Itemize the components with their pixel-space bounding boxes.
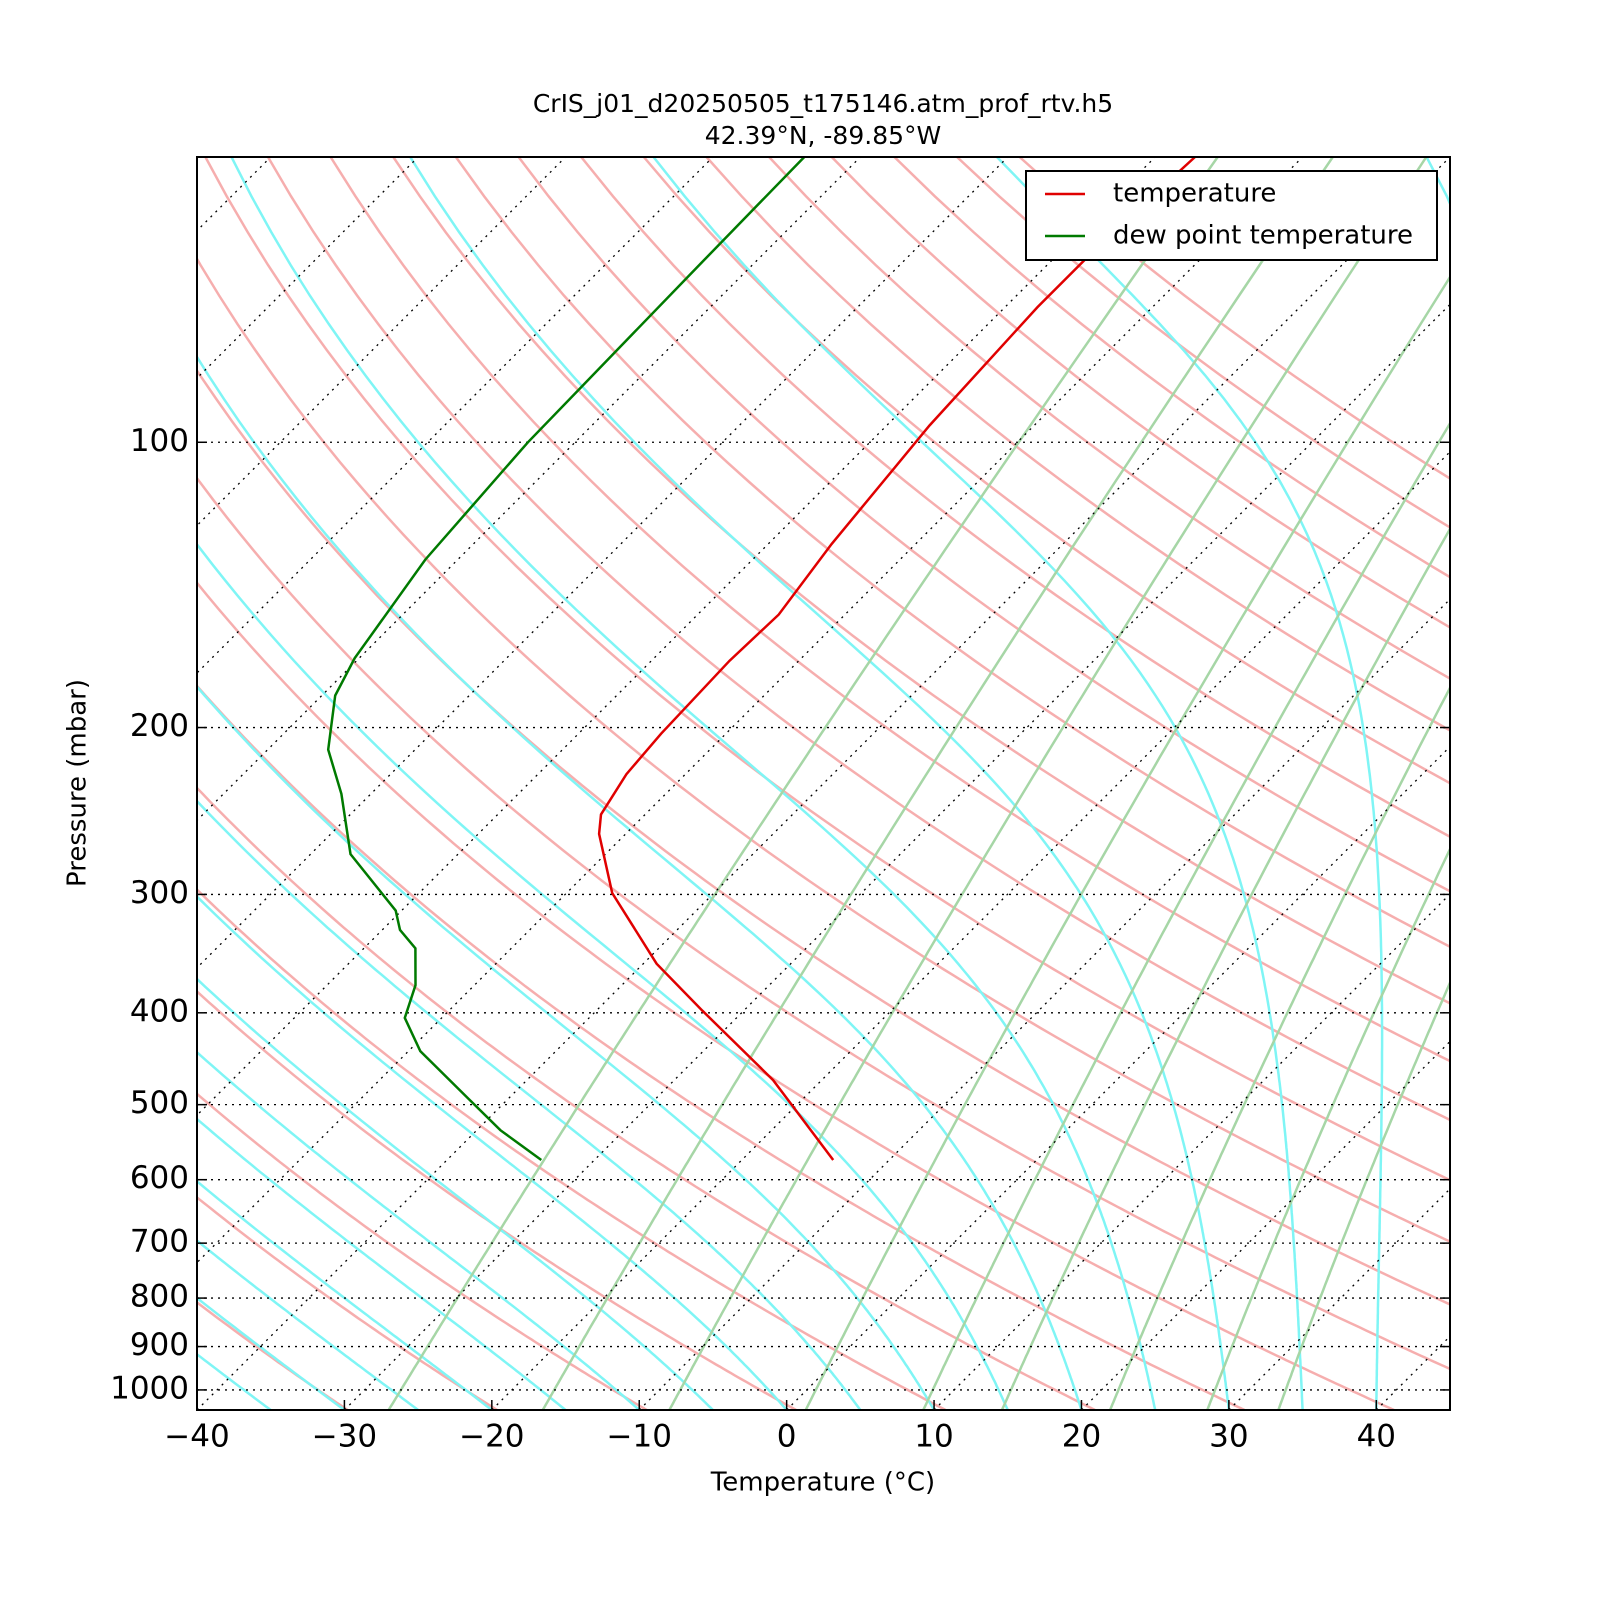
mixing-line xyxy=(804,274,1450,1410)
y-tick-label: 300 xyxy=(130,875,189,911)
x-tick-label: 10 xyxy=(914,1419,953,1455)
grid-line xyxy=(343,303,1450,1410)
dry-adiabat xyxy=(197,580,1395,1410)
mixing-line xyxy=(1108,685,1450,1410)
dry-adiabat xyxy=(266,157,1450,1122)
grid-line xyxy=(933,893,1450,1410)
x-tick-label: 20 xyxy=(1062,1419,1101,1455)
moist-adiabat xyxy=(197,1050,641,1410)
moist-adiabat xyxy=(197,894,788,1410)
mixing-line xyxy=(1206,846,1450,1410)
dry-adiabat xyxy=(642,157,1450,785)
legend-label: temperature xyxy=(1113,179,1276,209)
dry-adiabat xyxy=(392,157,1450,1005)
moist-adiabat xyxy=(652,157,1304,1410)
mixing-line xyxy=(668,157,1428,1410)
moist-adiabat xyxy=(197,684,936,1410)
y-tick-label: 200 xyxy=(130,708,189,744)
y-tick-label: 400 xyxy=(130,993,189,1029)
dry-adiabat xyxy=(197,1092,648,1410)
grid-line xyxy=(197,157,1450,1410)
background-lines xyxy=(197,157,1450,1410)
dry-adiabat xyxy=(517,157,1450,893)
moist-adiabat xyxy=(197,1296,346,1410)
grid-line xyxy=(1228,1187,1450,1410)
dry-adiabat xyxy=(197,256,1450,1243)
dry-adiabat xyxy=(197,887,947,1410)
profile-line xyxy=(597,157,1196,1161)
plot-frame xyxy=(196,156,1451,1411)
y-tick-label: 700 xyxy=(130,1224,189,1260)
dry-adiabat xyxy=(197,1300,349,1410)
y-axis-label: Pressure (mbar) xyxy=(63,679,93,887)
chart-title: CrIS_j01_d20250505_t175146.atm_prof_rtv.… xyxy=(533,89,1113,118)
grid-line xyxy=(1081,1040,1450,1410)
dry-adiabat xyxy=(197,476,1450,1371)
dry-adiabat xyxy=(197,989,797,1410)
y-tick-label: 900 xyxy=(130,1327,189,1363)
dry-adiabat xyxy=(454,157,1450,949)
chart-subtitle: 42.39°N, -89.85°W xyxy=(705,121,941,150)
moist-adiabat xyxy=(197,799,862,1410)
legend-label: dew point temperature xyxy=(1113,221,1413,251)
x-tick-label: 0 xyxy=(777,1419,797,1455)
x-tick-label: −40 xyxy=(164,1419,229,1455)
grid-line xyxy=(491,450,1450,1410)
dry-adiabat xyxy=(197,1195,498,1410)
legend: temperature dew point temperature xyxy=(1025,170,1438,261)
dry-adiabat xyxy=(197,684,1246,1410)
x-tick-label: −20 xyxy=(459,1419,524,1455)
grid-line xyxy=(786,745,1450,1410)
y-tick-label: 600 xyxy=(130,1160,189,1196)
moist-adiabat xyxy=(409,157,1231,1410)
data-lines xyxy=(326,157,1196,1162)
moist-adiabat xyxy=(197,542,1009,1410)
x-tick-label: 40 xyxy=(1357,1419,1396,1455)
mixing-line xyxy=(1277,979,1450,1410)
profile-line xyxy=(326,157,806,1162)
legend-box xyxy=(1025,170,1438,261)
dry-adiabat xyxy=(580,157,1450,839)
moist-adiabat xyxy=(197,977,714,1410)
y-tick-label: 800 xyxy=(130,1279,189,1315)
moist-adiabat xyxy=(197,354,1083,1410)
dry-adiabat xyxy=(204,157,1450,1182)
grid-line xyxy=(638,598,1450,1410)
x-tick-label: −30 xyxy=(312,1419,377,1455)
x-tick-label: −10 xyxy=(607,1419,672,1455)
mixing-line xyxy=(1000,526,1450,1410)
x-axis-label: Temperature (°C) xyxy=(710,1468,935,1498)
moist-adiabat xyxy=(197,1179,493,1410)
moist-adiabat xyxy=(197,1117,567,1410)
isotherm xyxy=(197,157,1304,1264)
y-tick-label: 1000 xyxy=(110,1370,189,1406)
moist-adiabat xyxy=(197,1239,419,1410)
y-tick-label: 500 xyxy=(130,1085,189,1121)
mixing-line xyxy=(922,420,1450,1410)
mixing-line xyxy=(541,157,1334,1410)
x-tick-label: 30 xyxy=(1209,1419,1248,1455)
dry-adiabat xyxy=(329,157,1450,1063)
y-tick-label: 100 xyxy=(130,423,189,459)
mixing-line xyxy=(387,157,1219,1410)
